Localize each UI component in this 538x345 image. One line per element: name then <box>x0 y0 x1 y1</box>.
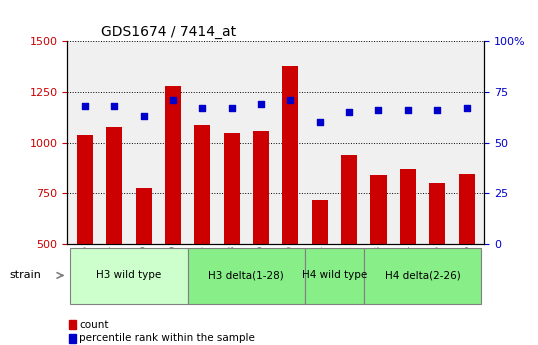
FancyBboxPatch shape <box>70 248 188 304</box>
Bar <box>371 175 387 244</box>
Text: H4 wild type: H4 wild type <box>302 270 367 280</box>
Bar <box>429 183 445 244</box>
FancyBboxPatch shape <box>188 248 305 304</box>
Point <box>404 107 412 113</box>
Point <box>433 107 442 113</box>
FancyBboxPatch shape <box>305 248 364 304</box>
Bar <box>341 155 357 244</box>
Bar <box>458 174 475 244</box>
Point <box>286 97 295 103</box>
Text: H3 delta(1-28): H3 delta(1-28) <box>209 270 284 280</box>
Text: H4 delta(2-26): H4 delta(2-26) <box>385 270 461 280</box>
Text: GDS1674 / 7414_at: GDS1674 / 7414_at <box>101 25 236 39</box>
Point <box>198 106 207 111</box>
Point <box>374 107 383 113</box>
Bar <box>136 188 152 244</box>
Point <box>110 104 118 109</box>
Point <box>462 106 471 111</box>
Bar <box>253 131 269 244</box>
Bar <box>282 66 299 244</box>
Bar <box>106 127 122 244</box>
Bar <box>69 320 76 329</box>
Text: count: count <box>79 320 109 330</box>
Bar <box>165 86 181 244</box>
Bar <box>224 134 240 244</box>
Text: H3 wild type: H3 wild type <box>96 270 161 280</box>
Point <box>81 104 89 109</box>
Point <box>257 101 265 107</box>
Point <box>139 114 148 119</box>
Bar <box>69 334 76 343</box>
Text: percentile rank within the sample: percentile rank within the sample <box>79 333 255 343</box>
Point <box>345 109 353 115</box>
FancyBboxPatch shape <box>364 248 482 304</box>
Bar <box>312 200 328 244</box>
Point <box>315 120 324 125</box>
Bar <box>400 169 416 244</box>
Point <box>168 97 177 103</box>
Point <box>228 106 236 111</box>
Bar <box>194 125 210 244</box>
Bar <box>77 135 93 244</box>
Text: strain: strain <box>9 270 41 280</box>
